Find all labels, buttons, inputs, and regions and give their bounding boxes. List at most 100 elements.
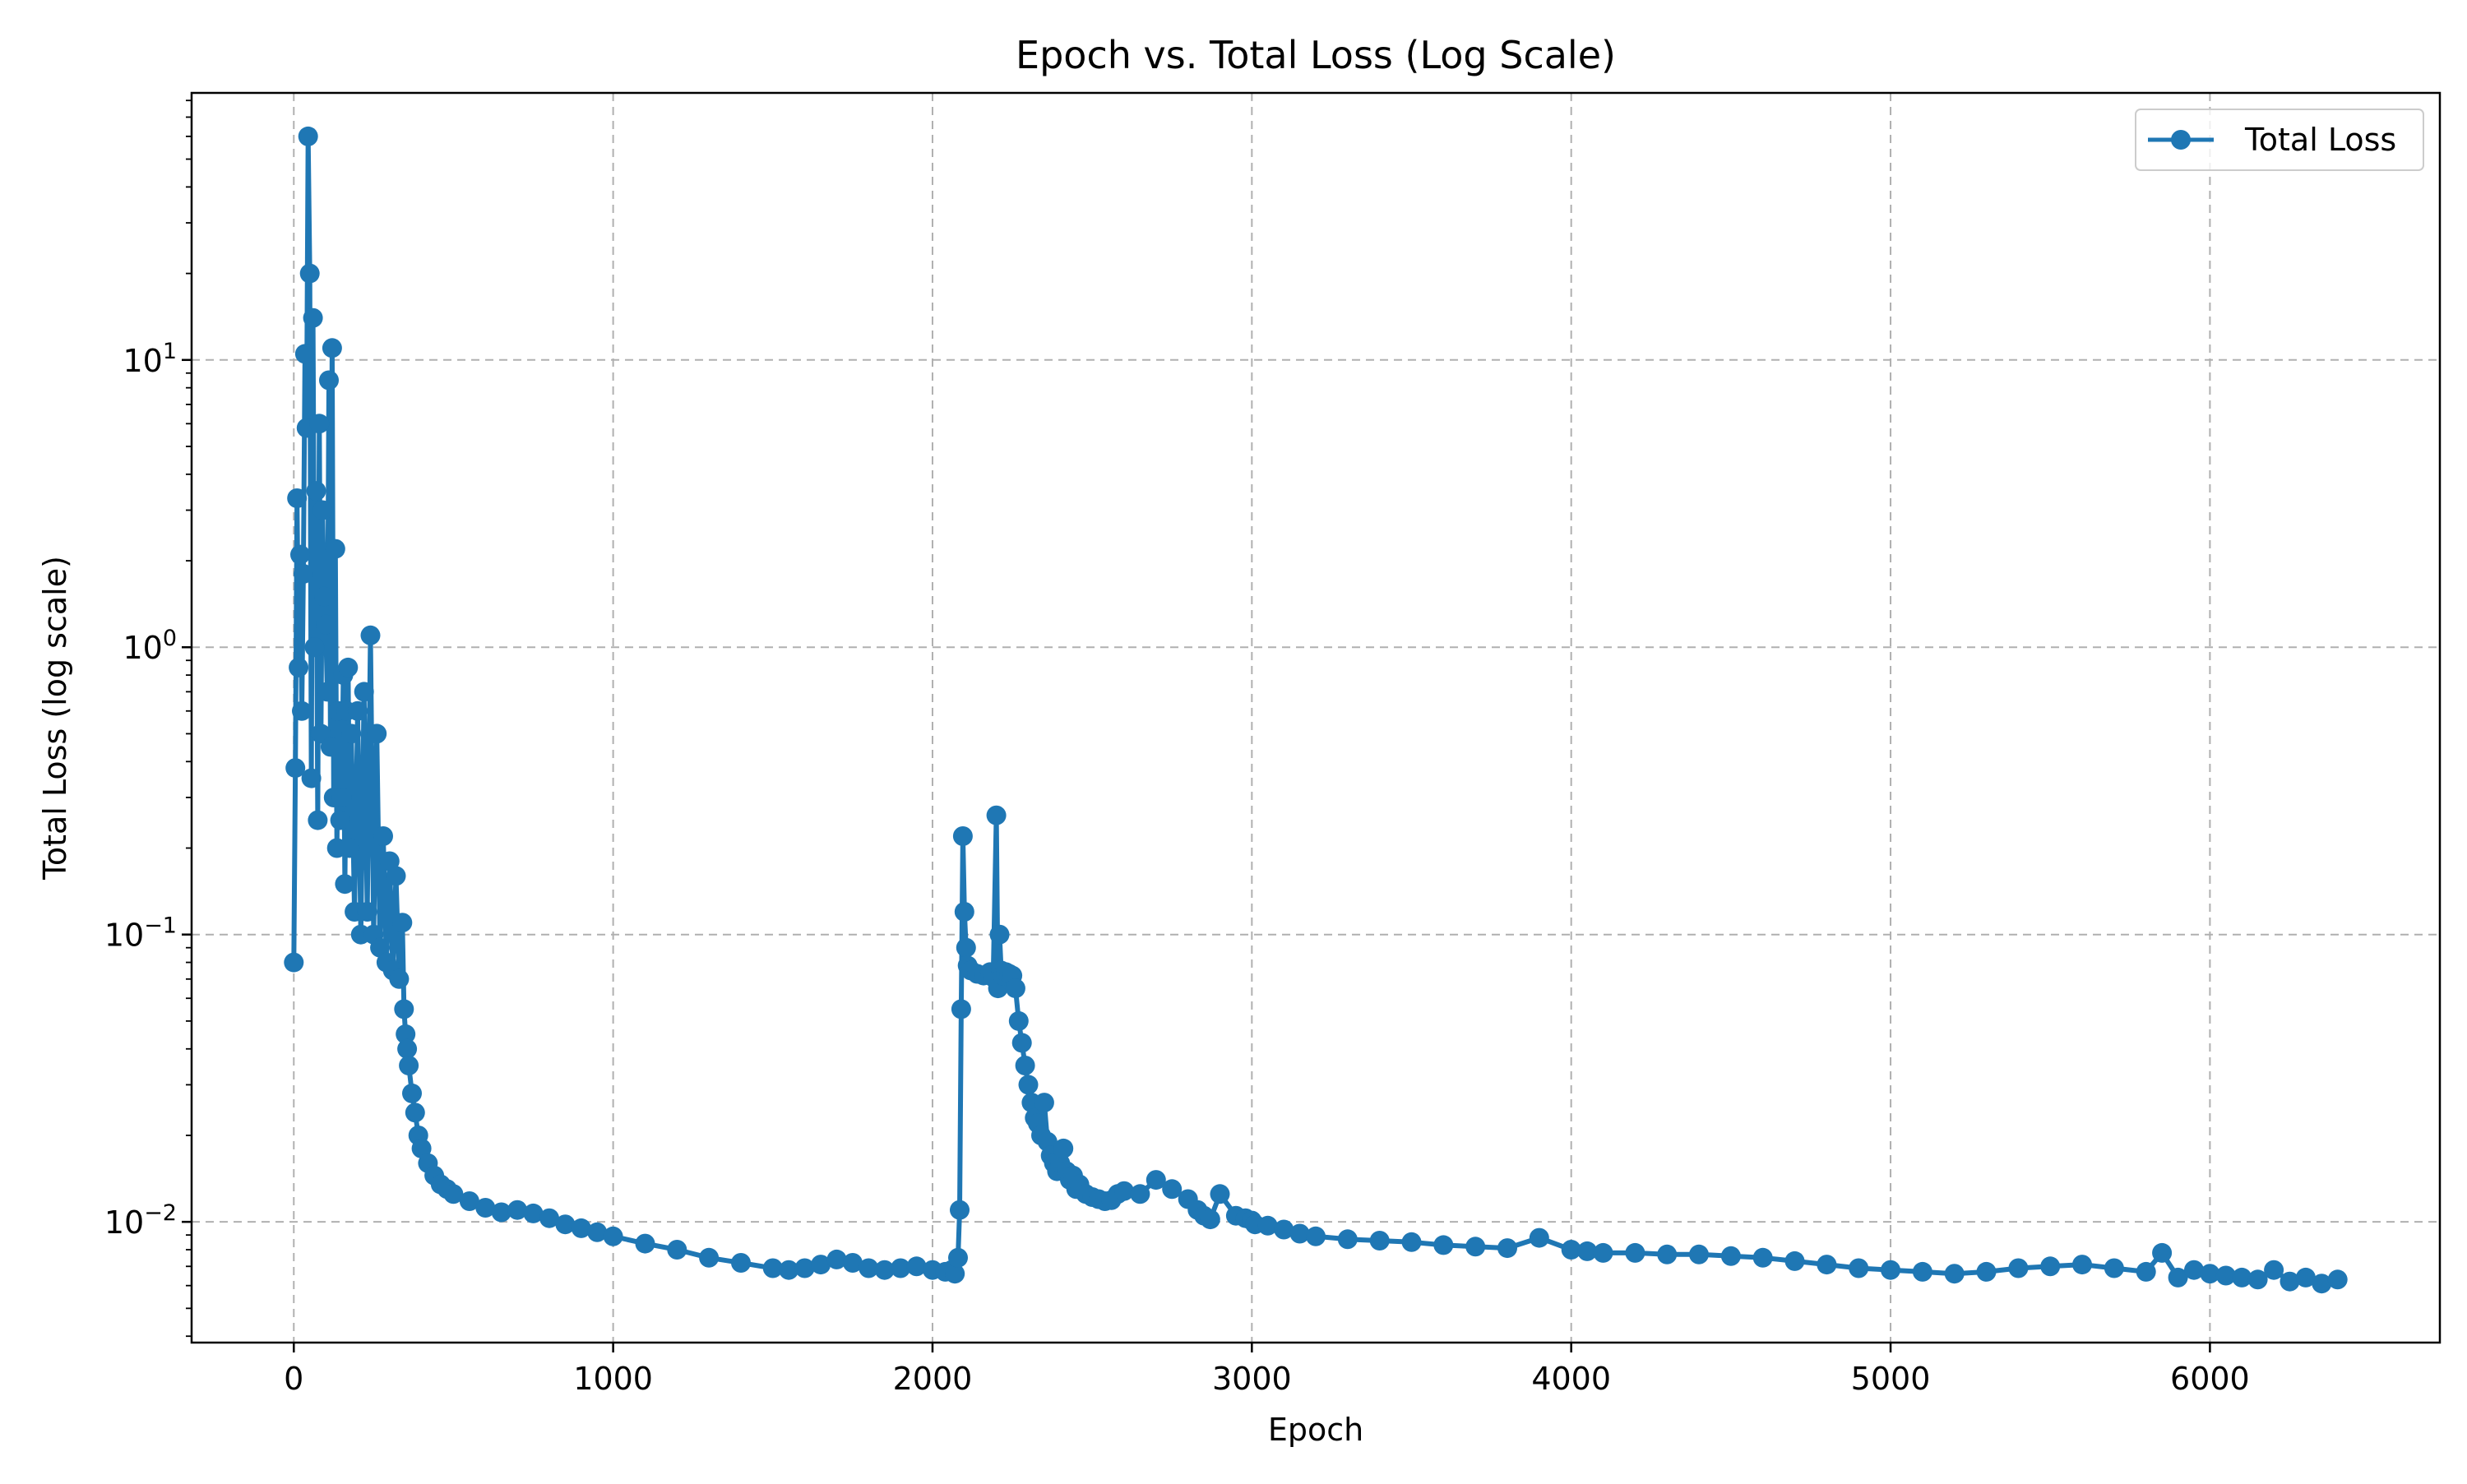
data-point — [1162, 1179, 1183, 1200]
data-point — [956, 937, 976, 958]
data-point — [392, 913, 413, 933]
series-layer — [284, 126, 2348, 1294]
data-point — [811, 1255, 831, 1275]
data-point — [2280, 1271, 2300, 1292]
data-point — [1306, 1226, 1326, 1246]
data-point — [587, 1222, 608, 1242]
y-tick-label: 10−2 — [104, 1200, 177, 1241]
data-point — [319, 370, 339, 391]
data-point — [289, 657, 309, 677]
data-point — [951, 999, 971, 1019]
data-point — [396, 1024, 416, 1044]
data-point — [2247, 1269, 2268, 1290]
data-point — [367, 724, 387, 744]
data-point — [397, 1038, 418, 1059]
data-point — [948, 1247, 968, 1268]
data-point — [2295, 1267, 2316, 1288]
x-tick-label: 4000 — [1531, 1361, 1611, 1397]
data-point — [950, 1200, 970, 1220]
data-point — [794, 1258, 815, 1278]
data-point — [330, 810, 350, 830]
data-point — [1005, 978, 1025, 999]
data-point — [1433, 1235, 1454, 1255]
legend-box — [2135, 109, 2424, 171]
data-point — [1289, 1223, 1310, 1244]
data-point — [2184, 1260, 2204, 1280]
data-point — [1497, 1238, 1517, 1259]
data-point — [2072, 1255, 2092, 1275]
data-point — [1015, 1056, 1035, 1075]
data-point — [1752, 1247, 1773, 1268]
x-tick-label: 2000 — [893, 1361, 973, 1397]
data-point — [299, 263, 320, 284]
data-point — [306, 481, 326, 502]
data-point — [762, 1258, 783, 1278]
data-point — [320, 737, 340, 757]
data-point — [2040, 1256, 2061, 1277]
plot-frame — [190, 91, 2442, 1344]
data-point — [507, 1200, 528, 1220]
data-point — [443, 1184, 464, 1204]
data-point — [635, 1233, 655, 1254]
data-point — [1817, 1255, 1837, 1275]
data-point — [1689, 1244, 1709, 1264]
data-point — [370, 937, 391, 958]
chart-title: Epoch vs. Total Loss (Log Scale) — [1016, 33, 1616, 77]
data-point — [2215, 1265, 2236, 1286]
data-point — [954, 902, 974, 922]
data-point — [308, 810, 328, 830]
data-point — [1018, 1075, 1039, 1095]
data-point — [2152, 1242, 2173, 1263]
data-point — [1053, 1138, 1074, 1158]
data-point — [2168, 1267, 2188, 1288]
data-point — [301, 768, 322, 788]
data-point — [989, 924, 1010, 945]
legend-label: Total Loss — [2244, 122, 2396, 158]
data-point — [952, 826, 973, 846]
data-point — [1008, 1010, 1029, 1031]
data-point — [779, 1260, 799, 1280]
data-point — [2104, 1258, 2124, 1278]
data-point — [1465, 1237, 1486, 1257]
data-point — [402, 1083, 422, 1103]
data-point — [1529, 1227, 1549, 1248]
data-point — [373, 826, 393, 846]
data-point — [298, 126, 318, 146]
data-point — [491, 1202, 511, 1223]
x-tick-label: 6000 — [2170, 1361, 2250, 1397]
data-point — [314, 586, 335, 607]
data-point — [826, 1249, 847, 1269]
ticks: 0 1000 2000 3000 4000 5000 6000 10−2 10−1 100 101 — [104, 99, 2250, 1397]
data-point — [1401, 1232, 1422, 1252]
y-axis-title: Total Loss (log scale) — [37, 556, 73, 881]
data-point — [1657, 1244, 1678, 1264]
data-point — [667, 1240, 687, 1260]
data-point — [2232, 1267, 2252, 1288]
data-point — [2327, 1269, 2348, 1290]
data-point — [731, 1253, 751, 1273]
data-point — [309, 414, 330, 434]
data-point — [322, 338, 342, 358]
data-point — [1200, 1209, 1220, 1230]
data-point — [304, 637, 325, 658]
data-point — [1625, 1242, 1645, 1263]
data-point — [1577, 1241, 1598, 1261]
data-point — [2264, 1260, 2284, 1280]
data-point — [1130, 1184, 1150, 1204]
data-point — [335, 874, 355, 895]
data-point — [1034, 1093, 1054, 1113]
grid — [192, 93, 2440, 1343]
data-point — [405, 1103, 425, 1123]
data-point — [459, 1191, 479, 1211]
data-point — [1561, 1240, 1581, 1260]
data-point — [379, 851, 400, 871]
data-point — [290, 544, 310, 565]
data-point — [555, 1214, 576, 1235]
data-point — [360, 625, 381, 645]
data-point — [1257, 1215, 1278, 1236]
data-point — [1784, 1251, 1805, 1271]
data-point — [906, 1256, 927, 1277]
data-point — [699, 1247, 720, 1268]
